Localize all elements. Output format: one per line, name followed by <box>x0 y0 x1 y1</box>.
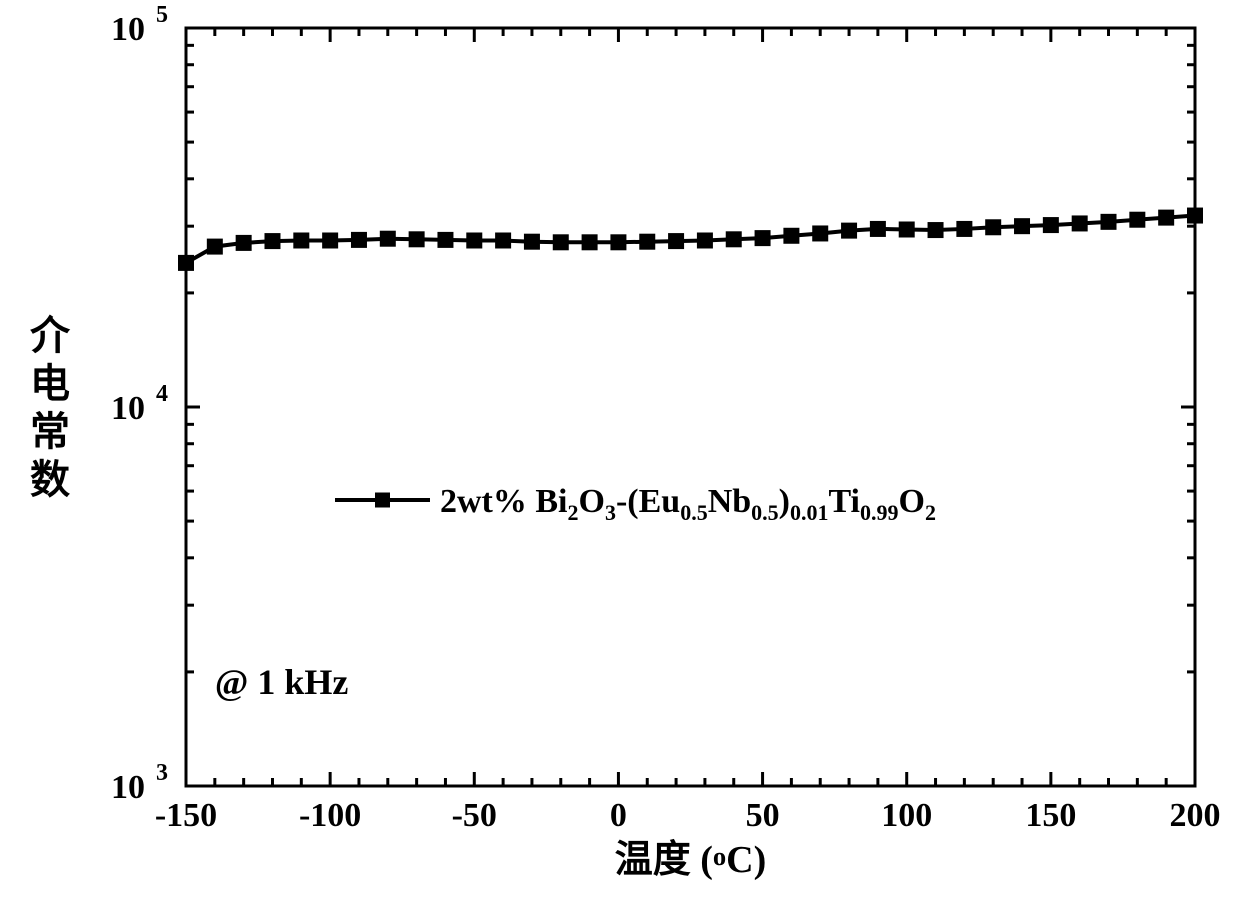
x-tick-label: 200 <box>1170 797 1221 834</box>
data-marker <box>1188 208 1203 223</box>
x-tick-label: -150 <box>155 797 217 834</box>
x-tick-label: -50 <box>452 797 497 834</box>
x-tick-label: 100 <box>881 797 932 834</box>
y-axis-label-char: 数 <box>30 457 70 502</box>
x-tick-label: -100 <box>299 797 361 834</box>
x-axis-label: 温度 (oC) <box>615 839 767 881</box>
data-marker <box>870 221 885 236</box>
data-marker <box>1101 214 1116 229</box>
data-marker <box>1159 210 1174 225</box>
data-marker <box>236 235 251 250</box>
data-marker <box>755 231 770 246</box>
data-marker <box>351 232 366 247</box>
x-tick-label: 150 <box>1025 797 1076 834</box>
svg-text:10: 10 <box>111 390 145 427</box>
data-marker <box>1015 219 1030 234</box>
data-marker <box>467 233 482 248</box>
data-marker <box>986 220 1001 235</box>
data-marker <box>323 233 338 248</box>
svg-text:4: 4 <box>156 381 168 407</box>
x-tick-label: 0 <box>610 797 627 834</box>
data-marker <box>784 228 799 243</box>
data-marker <box>496 233 511 248</box>
data-marker <box>553 235 568 250</box>
data-marker <box>1072 216 1087 231</box>
y-tick-label: 10 4 <box>111 381 168 427</box>
x-tick-label: 50 <box>746 797 780 834</box>
legend-marker <box>375 493 390 508</box>
y-tick-label: 10 5 <box>111 2 168 48</box>
data-marker <box>179 255 194 270</box>
data-marker <box>582 235 597 250</box>
y-axis-label-char: 电 <box>30 361 70 406</box>
data-marker <box>813 226 828 241</box>
data-marker <box>1043 218 1058 233</box>
svg-text:5: 5 <box>156 2 168 28</box>
frequency-annotation: @ 1 kHz <box>215 662 349 702</box>
data-marker <box>294 233 309 248</box>
data-marker <box>524 234 539 249</box>
legend-text: 2wt% Bi2O3-(Eu0.5Nb0.5)0.01Ti0.99O2 <box>440 483 936 525</box>
data-marker <box>697 233 712 248</box>
chart-container: -150 -100 -50 0 50 100 150 200 10 3 10 4 10 5 温度 (oC) 介… <box>0 0 1240 897</box>
data-marker <box>438 232 453 247</box>
y-axis-label-char: 常 <box>30 409 70 454</box>
y-axis-label-char: 介 <box>30 313 71 358</box>
data-marker <box>669 234 684 249</box>
data-marker <box>957 221 972 236</box>
data-marker <box>842 223 857 238</box>
data-marker <box>726 232 741 247</box>
svg-text:10: 10 <box>111 769 145 806</box>
data-marker <box>207 239 222 254</box>
svg-text:3: 3 <box>156 760 168 786</box>
data-marker <box>380 231 395 246</box>
data-marker <box>409 232 424 247</box>
data-marker <box>1130 212 1145 227</box>
chart-svg: -150 -100 -50 0 50 100 150 200 10 3 10 4 10 5 温度 (oC) 介… <box>0 0 1240 897</box>
data-marker <box>899 222 914 237</box>
data-marker <box>928 223 943 238</box>
data-marker <box>640 234 655 249</box>
svg-text:10: 10 <box>111 11 145 48</box>
data-marker <box>611 235 626 250</box>
data-marker <box>265 234 280 249</box>
